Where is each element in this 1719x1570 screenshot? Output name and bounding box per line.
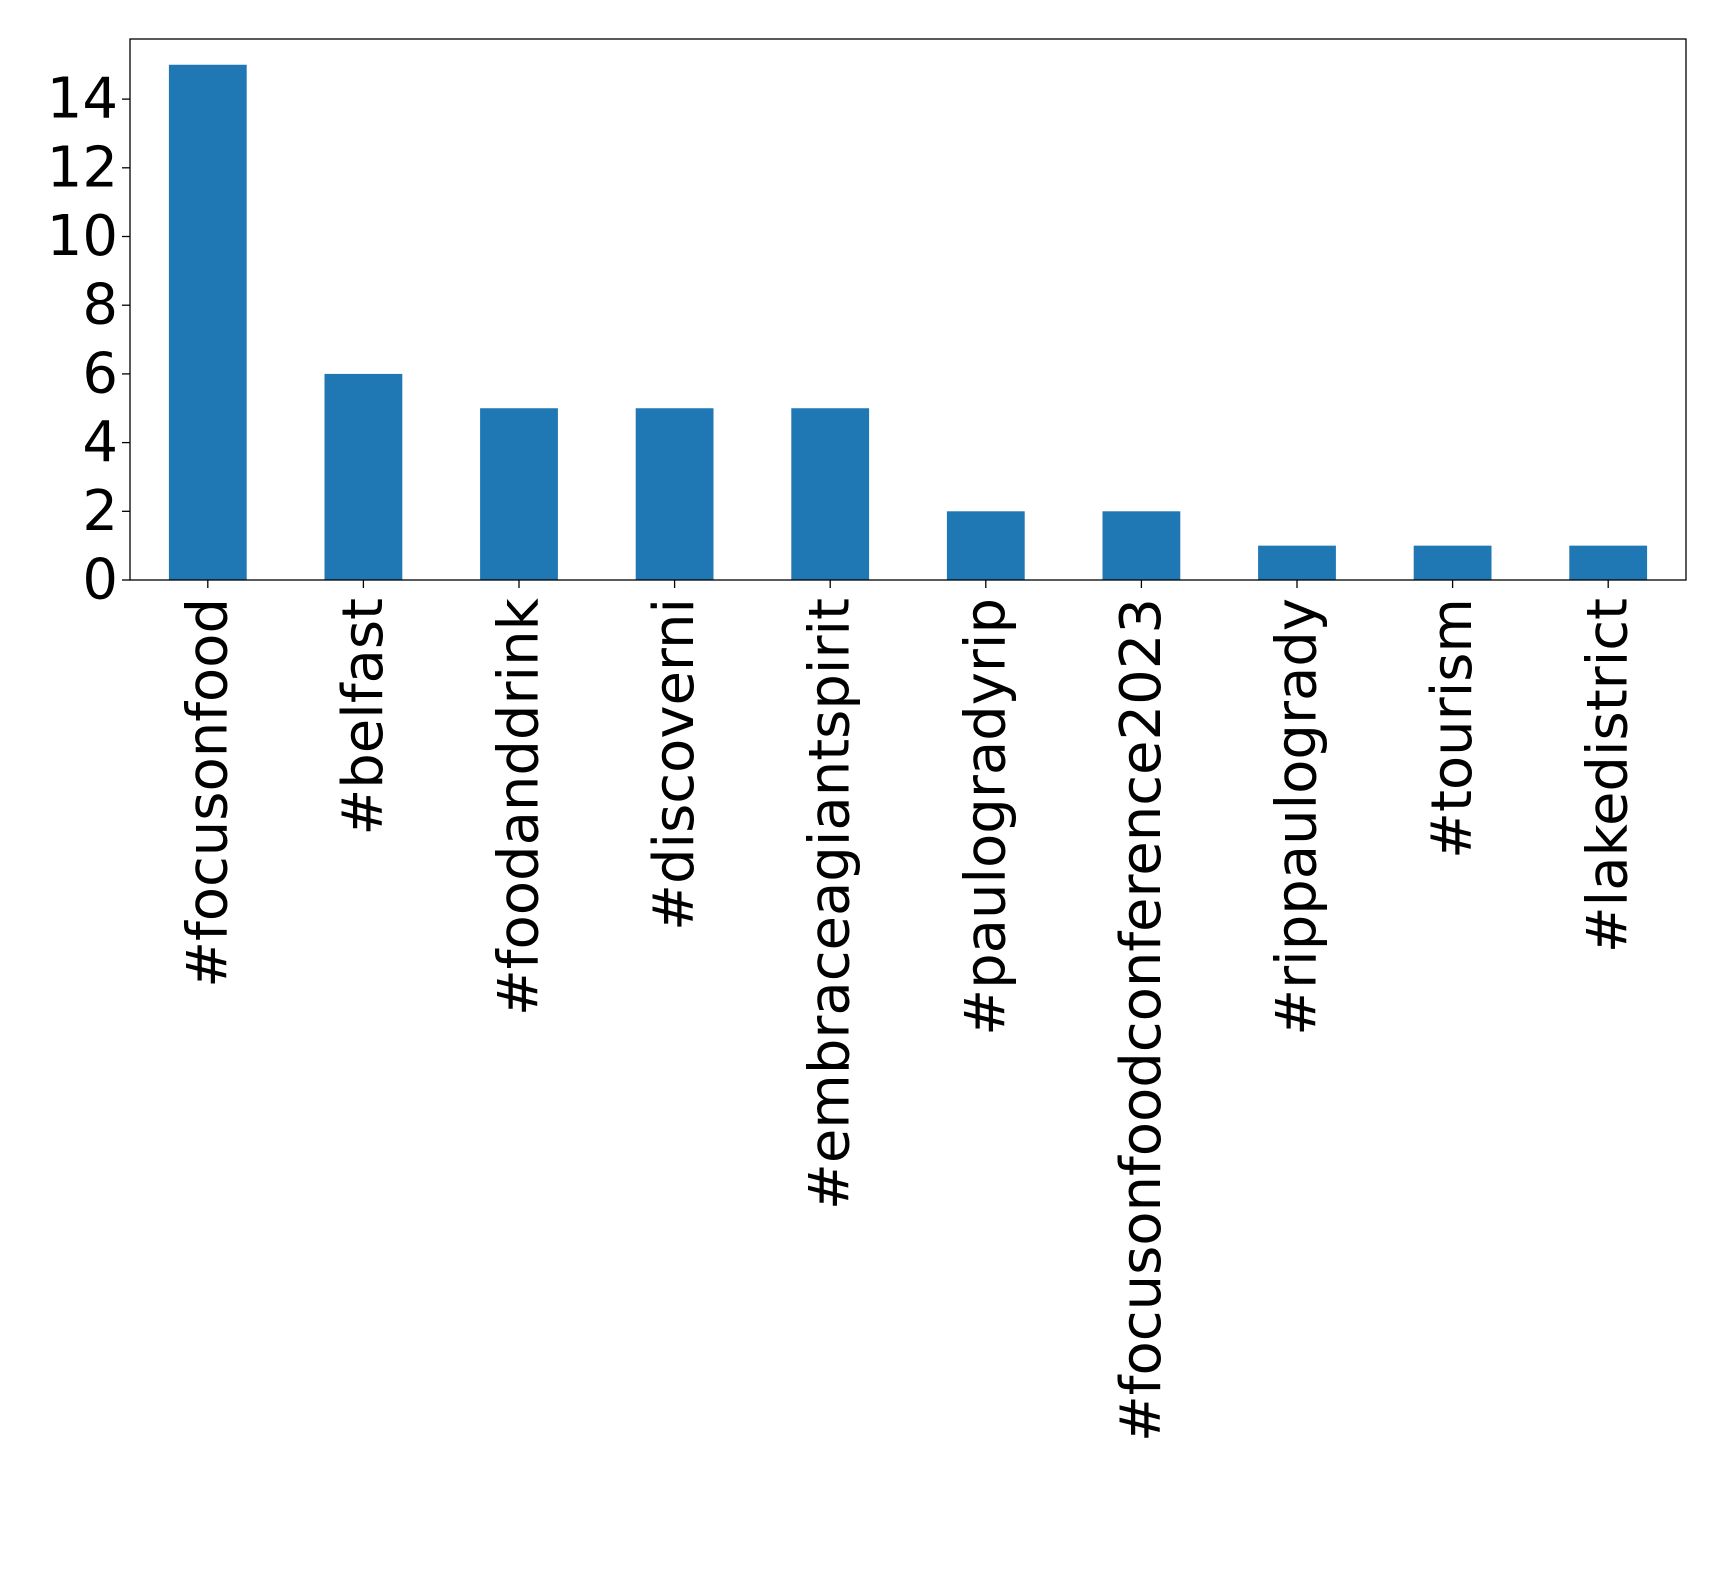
bar — [324, 373, 403, 580]
x-tick-label: #focusonfood — [175, 598, 240, 988]
bar — [1102, 511, 1181, 580]
bar — [1413, 545, 1492, 580]
x-tick-label: #paulogradyrip — [953, 598, 1018, 1036]
y-tick-label: 4 — [82, 410, 118, 475]
x-tick-label: #tourism — [1420, 598, 1485, 859]
y-tick-label: 0 — [82, 548, 118, 613]
y-tick-label: 10 — [47, 204, 118, 269]
bar — [791, 408, 870, 580]
bar — [1258, 545, 1336, 580]
bar — [635, 408, 714, 580]
x-tick-label: #rippaulogrady — [1265, 598, 1330, 1036]
x-tick-label: #focusonfoodconference2023 — [1109, 598, 1174, 1442]
bar — [480, 408, 558, 580]
y-tick-label: 8 — [82, 273, 118, 338]
x-tick-label: #foodanddrink — [487, 597, 552, 1016]
y-tick-label: 14 — [47, 67, 118, 132]
x-tick-label: #lakedistrict — [1576, 598, 1641, 953]
plot-frame — [129, 38, 1687, 581]
bars-group — [168, 64, 1648, 580]
x-axis: #focusonfood #belfast #foodanddrink #discov… — [175, 580, 1641, 1442]
y-tick-label: 2 — [82, 479, 118, 544]
bar — [168, 64, 247, 580]
x-tick-label: #belfast — [331, 598, 396, 836]
x-tick-label: #discoverni — [642, 598, 707, 931]
y-tick-label: 6 — [82, 341, 118, 406]
y-tick-label: 12 — [47, 135, 118, 200]
bar — [1569, 545, 1648, 580]
bar — [946, 511, 1025, 580]
x-tick-label: #embraceagiantspirit — [798, 598, 863, 1210]
